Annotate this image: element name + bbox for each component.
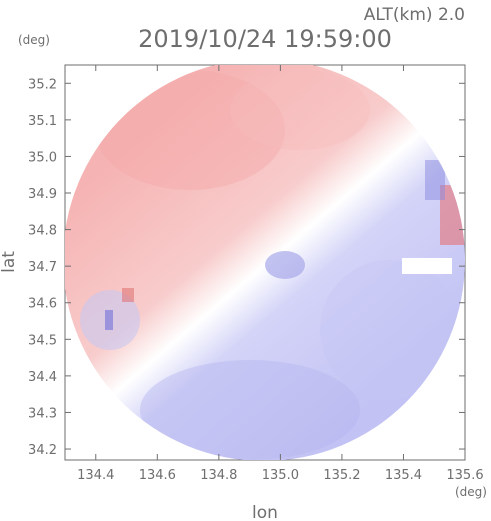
y-tick-label: 34.2 <box>28 443 57 458</box>
y-tick-label: 35.2 <box>28 77 57 92</box>
altitude-label: ALT(km) 2.0 <box>364 5 465 25</box>
y-unit-label: (deg) <box>18 33 50 47</box>
chart-title: 2019/10/24 19:59:00 <box>138 25 392 53</box>
x-tick-label: 134.6 <box>139 468 176 483</box>
x-tick-label: 135.2 <box>323 468 360 483</box>
x-tick-label: 135.6 <box>446 468 483 483</box>
y-axis: 35.2 35.1 35.0 34.9 34.8 34.7 34.6 34.5 34.4 34.3… <box>28 77 465 458</box>
y-tick-label: 35.0 <box>28 150 57 165</box>
x-tick-label: 135.4 <box>385 468 422 483</box>
y-tick-label: 34.8 <box>28 224 57 239</box>
y-tick-label: 34.3 <box>28 406 57 421</box>
y-tick-label: 34.7 <box>28 260 57 275</box>
y-tick-label: 34.5 <box>28 333 57 348</box>
x-tick-label: 134.8 <box>200 468 237 483</box>
x-axis: 134.4 134.6 134.8 135.0 135.2 135.4 135.6 <box>77 65 484 483</box>
y-tick-label: 34.4 <box>28 370 57 385</box>
x-tick-label: 135.0 <box>262 468 299 483</box>
y-tick-label: 35.1 <box>28 114 57 129</box>
y-tick-label: 34.6 <box>28 297 57 312</box>
y-tick-label: 34.9 <box>28 187 57 202</box>
y-axis-label: lat <box>0 251 19 273</box>
radar-field <box>65 65 465 460</box>
x-axis-label: lon <box>252 503 278 521</box>
x-unit-label: (deg) <box>455 485 487 499</box>
x-tick-label: 134.4 <box>77 468 114 483</box>
